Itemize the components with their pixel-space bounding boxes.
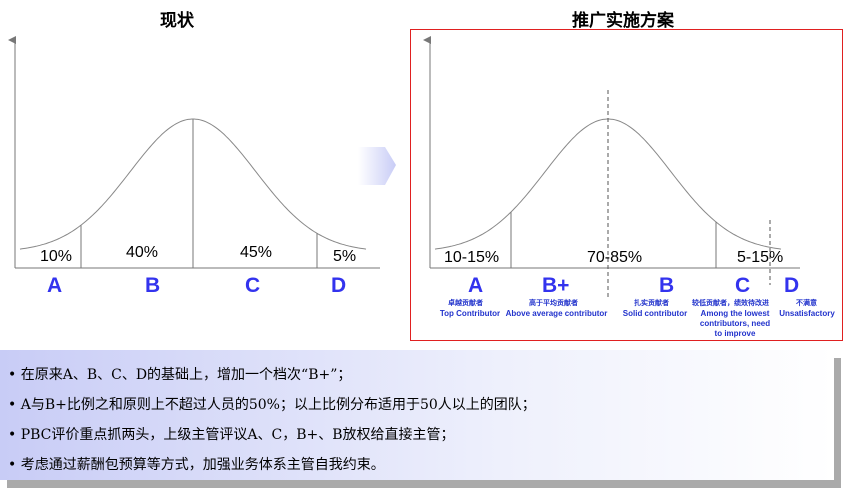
percent-a: 10-15% <box>444 249 500 266</box>
percent-cd: 5-15% <box>737 249 784 266</box>
percent-b: 40% <box>126 244 159 261</box>
plan-title: 推广实施方案 <box>572 11 674 31</box>
note-item: • A与B+比例之和原则上不超过人员的50%；以上比例分布适用于50人以上的团队… <box>8 397 536 413</box>
grade-c: C <box>245 274 261 297</box>
desc-zh-a: 卓越贡献者 <box>448 300 483 307</box>
desc-en-b: Solid contributor <box>622 309 688 318</box>
grade-b: B <box>659 274 675 297</box>
note-item: • 考虑通过薪酬包预算等方式，加强业务体系主管自我约束。 <box>8 457 385 473</box>
desc-zh-b: 扎实贡献者 <box>634 300 669 307</box>
desc-en-d: Unsatisfactory <box>779 309 835 318</box>
grade-b: B <box>145 274 161 297</box>
note-item: • PBC评价重点抓两头，上级主管评议A、C，B+、B放权给直接主管； <box>8 427 455 443</box>
current-title: 现状 <box>160 11 194 31</box>
grade-bplus: B+ <box>542 274 570 297</box>
notes-panel: • 在原来A、B、C、D的基础上，增加一个档次“B+”； • A与B+比例之和原… <box>0 350 834 480</box>
desc-zh-bplus: 高于平均贡献者 <box>529 300 578 307</box>
percent-middle: 70-85% <box>587 249 643 266</box>
grade-a: A <box>47 274 63 297</box>
grade-c: C <box>735 274 751 297</box>
desc-en-c: Among the lowest contributors, need to i… <box>699 309 771 338</box>
distribution-curves <box>8 36 800 300</box>
desc-zh-d: 不满意 <box>796 300 817 307</box>
grade-a: A <box>468 274 484 297</box>
arrow-icon <box>358 147 396 185</box>
percent-c: 45% <box>240 244 273 261</box>
note-item: • 在原来A、B、C、D的基础上，增加一个档次“B+”； <box>8 367 352 383</box>
plan-frame <box>410 29 843 341</box>
percent-d: 5% <box>333 248 357 265</box>
desc-en-a: Top Contributor <box>439 309 501 318</box>
percent-a: 10% <box>40 248 73 265</box>
desc-en-bplus: Above average contributor <box>505 309 608 318</box>
desc-zh-c: 较低贡献者，绩效待改进 <box>692 300 769 307</box>
grade-d: D <box>331 274 347 297</box>
grade-d: D <box>784 274 800 297</box>
